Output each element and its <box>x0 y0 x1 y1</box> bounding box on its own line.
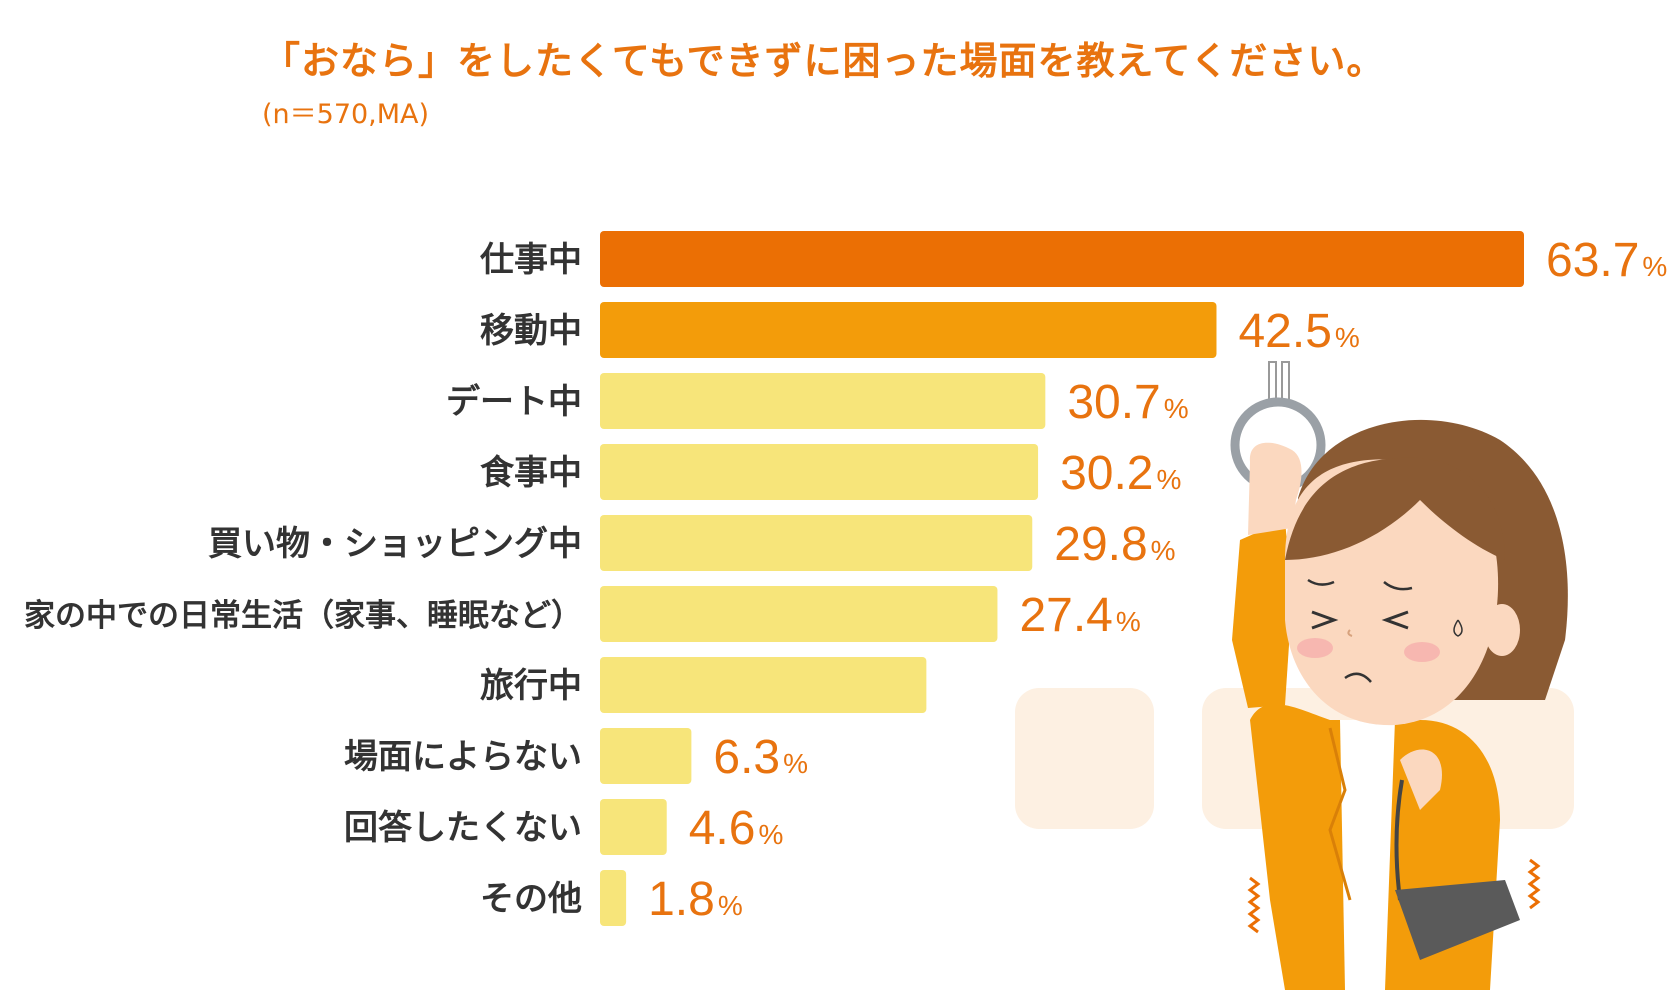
handbag-icon <box>1394 749 1520 960</box>
wobble-lines-icon <box>1527 858 1541 910</box>
value-label: 30.2% <box>1060 447 1181 500</box>
chart-subtitle: (n＝570,MA) <box>262 99 430 130</box>
value-label: 29.8% <box>1054 518 1175 571</box>
bar <box>600 870 627 926</box>
category-label: 場面によらない <box>344 737 582 777</box>
value-label: 1.8% <box>648 873 743 926</box>
bar <box>600 231 1524 287</box>
category-label: その他 <box>480 879 582 919</box>
value-label: 42.5% <box>1238 305 1359 358</box>
value-label: 27.4% <box>1019 589 1140 642</box>
window-panel-left <box>1015 688 1154 829</box>
bar <box>600 728 692 784</box>
value-label: 6.3% <box>713 731 808 784</box>
bar <box>600 799 667 855</box>
category-label: 旅行中 <box>480 666 582 706</box>
bar <box>600 515 1033 571</box>
bar <box>600 657 927 713</box>
category-label: 仕事中 <box>480 240 582 280</box>
bar <box>600 586 998 642</box>
value-label: 4.6% <box>689 802 784 855</box>
category-label: 買い物・ショッピング中 <box>208 524 582 564</box>
wobble-lines-icon <box>1247 876 1261 934</box>
bar <box>600 302 1217 358</box>
category-label: 食事中 <box>480 453 582 493</box>
value-label: 63.7% <box>1546 234 1667 287</box>
category-label: 回答したくない <box>344 808 582 848</box>
category-label: デート中 <box>446 382 582 422</box>
category-label: 家の中での日常生活（家事、睡眠など） <box>24 598 582 634</box>
value-label: 30.7% <box>1067 376 1188 429</box>
category-label: 移動中 <box>480 311 582 351</box>
chart-title: 「おなら」をしたくてもできずに困った場面を教えてください。 <box>262 39 1386 83</box>
bar <box>600 444 1039 500</box>
bar <box>600 373 1046 429</box>
